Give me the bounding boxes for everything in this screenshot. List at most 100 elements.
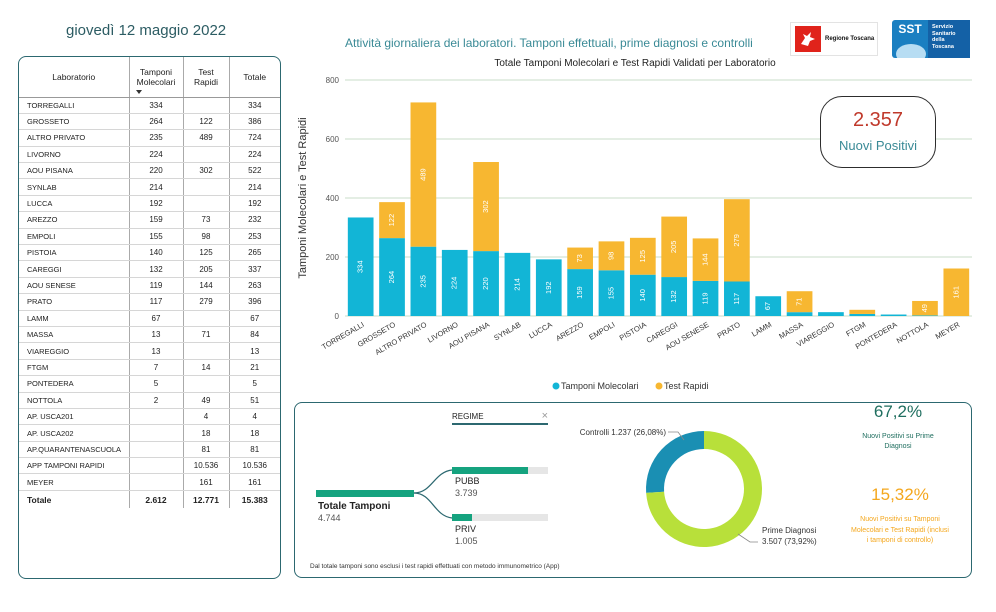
chart-title: Totale Tamponi Molecolari e Test Rapidi … [494, 58, 776, 69]
cell-lab: APP TAMPONI RAPIDI [19, 457, 129, 475]
bar-rapidi[interactable] [473, 162, 499, 252]
table-row[interactable]: PISTOIA 140 125 265 [19, 244, 280, 262]
table-row[interactable]: LAMM 67 67 [19, 310, 280, 327]
bar-rapidi[interactable] [379, 202, 405, 239]
table-row[interactable]: LUCCA 192 192 [19, 195, 280, 213]
table-row[interactable]: AP. USCA201 4 4 [19, 408, 280, 426]
priv-bar[interactable] [452, 514, 548, 521]
table-row[interactable]: NOTTOLA 2 49 51 [19, 392, 280, 409]
table-row[interactable]: FTGM 7 14 21 [19, 359, 280, 377]
cell-lab: VIAREGGIO [19, 342, 129, 360]
table-row[interactable]: AP. USCA202 18 18 [19, 424, 280, 442]
cell-rap: 4 [182, 408, 229, 426]
cell-mol [128, 457, 183, 475]
table-row[interactable]: MASSA 13 71 84 [19, 326, 280, 344]
legend-label[interactable]: Tamponi Molecolari [561, 381, 639, 391]
cell-mol [128, 473, 183, 491]
bar-molecolari[interactable] [629, 274, 656, 316]
table-row[interactable]: LIVORNO 224 224 [19, 146, 280, 164]
table-row[interactable]: PONTEDERA 5 5 [19, 375, 280, 393]
table-row[interactable]: AOU SENESE 119 144 263 [19, 277, 280, 295]
bar-molecolari[interactable] [880, 314, 907, 316]
bar-molecolari[interactable] [849, 313, 876, 316]
bar-rapidi[interactable] [692, 238, 719, 281]
cell-lab: AOU PISANA [19, 162, 129, 180]
bar-rapidi[interactable] [410, 102, 437, 247]
table-row[interactable]: SYNLAB 214 214 [19, 178, 280, 196]
donut-value-prime-diagnosi: 3.507 (73,92%) [762, 537, 817, 546]
regime-filter[interactable]: REGIME × [452, 410, 548, 425]
table-row[interactable]: GROSSETO 264 122 386 [19, 113, 280, 131]
bar-molecolari[interactable] [724, 281, 750, 316]
y-tick-label: 200 [326, 253, 340, 262]
table-row[interactable]: CAREGGI 132 205 337 [19, 260, 280, 278]
table-row[interactable]: APP TAMPONI RAPIDI 10.536 10.536 [19, 457, 280, 475]
cell-mol: 2.612 [128, 490, 183, 509]
table-row[interactable]: EMPOLI 155 98 253 [19, 228, 280, 246]
bar-rapidi[interactable] [567, 247, 593, 270]
bar-molecolari[interactable] [786, 312, 813, 316]
bar-molecolari[interactable] [441, 249, 468, 316]
cell-tot: 263 [228, 277, 280, 295]
table-row[interactable]: VIAREGGIO 13 13 [19, 342, 280, 360]
bar-molecolari[interactable] [504, 252, 531, 316]
total-tamponi-bar[interactable] [316, 490, 414, 497]
table-row[interactable]: ALTRO PRIVATO 235 489 724 [19, 129, 280, 147]
column-header-lab[interactable]: Laboratorio [19, 57, 129, 98]
bar-rapidi[interactable] [786, 291, 813, 313]
pubb-bar[interactable] [452, 467, 548, 474]
cell-lab: TORREGALLI [19, 97, 129, 114]
bar-molecolari[interactable] [755, 296, 782, 316]
bar-molecolari[interactable] [818, 312, 844, 316]
column-header-molecolari[interactable]: Tamponi Molecolari [128, 57, 183, 98]
bar-molecolari[interactable] [598, 270, 625, 316]
table-row[interactable]: MEYER 161 161 [19, 473, 280, 491]
bar-rapidi[interactable] [912, 300, 938, 316]
donut-segment-controlli[interactable] [646, 431, 704, 493]
table-row[interactable]: AP.QUARANTENASCUOLA 81 81 [19, 441, 280, 459]
pubb-label: PUBB [455, 476, 480, 486]
bar-molecolari[interactable] [661, 277, 688, 316]
new-positives-card: 2.357 Nuovi Positivi [820, 96, 936, 168]
stacked-bar-chart: Totale Tamponi Molecolari e Test Rapidi … [297, 58, 972, 391]
bar-data-label: 144 [701, 253, 710, 266]
bar-rapidi[interactable] [661, 216, 688, 278]
bar-molecolari[interactable] [347, 217, 374, 316]
legend-label[interactable]: Test Rapidi [664, 381, 709, 391]
bar-molecolari[interactable] [692, 280, 719, 316]
regime-filter-label: REGIME [452, 412, 484, 421]
bar-molecolari[interactable] [410, 246, 437, 316]
table-total-row[interactable]: Totale 2.612 12.771 15.383 [19, 490, 280, 509]
table-row[interactable]: PRATO 117 279 396 [19, 293, 280, 311]
bar-molecolari[interactable] [379, 238, 405, 316]
legend-marker[interactable] [655, 382, 663, 390]
table-header-row: Laboratorio Tamponi Molecolari Test Rapidi… [19, 57, 280, 98]
bar-molecolari[interactable] [473, 251, 499, 316]
bar-rapidi[interactable] [724, 199, 750, 282]
cell-rap [182, 97, 229, 114]
legend-marker[interactable] [552, 382, 560, 390]
bar-molecolari[interactable] [535, 259, 562, 316]
cell-rap: 489 [182, 129, 229, 147]
bar-rapidi[interactable] [943, 268, 970, 316]
cell-lab: SYNLAB [19, 178, 129, 196]
positives-on-diagnoses-label: Nuovi Positivi su Prime Diagnosi [862, 433, 934, 450]
cell-rap: 14 [182, 359, 229, 377]
column-header-rapidi[interactable]: Test Rapidi [182, 57, 229, 98]
sst-logo-line: Toscana [932, 43, 954, 50]
cell-lab: Totale [27, 494, 52, 505]
bar-rapidi[interactable] [849, 309, 876, 314]
donut-segment-prime-diagnosi[interactable] [646, 431, 762, 547]
table-row[interactable]: TORREGALLI 334 334 [19, 97, 280, 114]
close-icon[interactable]: × [541, 410, 548, 422]
bar-rapidi[interactable] [629, 237, 656, 275]
priv-value: 1.005 [455, 536, 478, 546]
column-header-totale[interactable]: Totale [228, 57, 280, 98]
bar-rapidi[interactable] [598, 241, 625, 271]
table-row[interactable]: AREZZO 159 73 232 [19, 211, 280, 229]
bar-molecolari[interactable] [567, 269, 593, 316]
sort-desc-icon[interactable] [135, 89, 142, 94]
bar-molecolari[interactable] [912, 315, 938, 316]
table-row[interactable]: AOU PISANA 220 302 522 [19, 162, 280, 180]
